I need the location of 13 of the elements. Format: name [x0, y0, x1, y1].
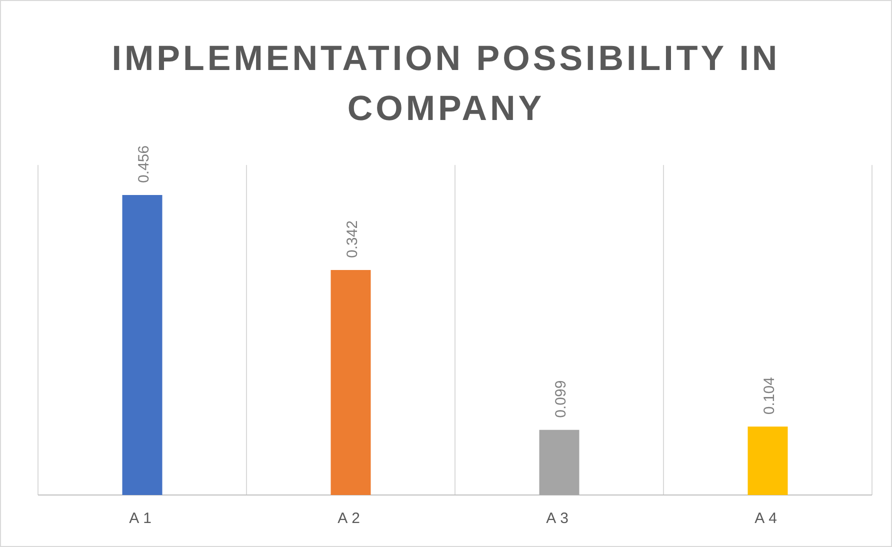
data-label: 0.456 — [135, 145, 152, 183]
x-tick-label: A4 — [754, 510, 781, 527]
data-label: 0.099 — [552, 380, 570, 418]
data-label: 0.104 — [760, 377, 778, 415]
data-label: 0.342 — [344, 220, 361, 258]
bar — [122, 195, 162, 495]
x-tick-label: A2 — [338, 510, 364, 527]
x-tick-label: A3 — [546, 510, 572, 527]
bar — [748, 426, 788, 495]
x-tick-label: A1 — [129, 510, 156, 527]
chart-title: IMPLEMENTATION POSSIBILITY IN COMPANY — [112, 39, 780, 128]
bar — [539, 430, 580, 495]
bar — [330, 270, 371, 495]
